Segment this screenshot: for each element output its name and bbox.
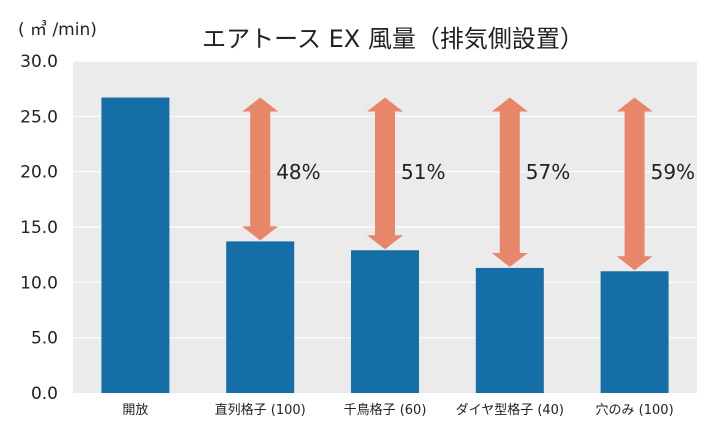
reduction-label: 48% [276,160,320,184]
x-tick-label: 直列格子 (100) [215,402,306,418]
bar [475,267,544,393]
x-tick-label: 千鳥格子 (60) [344,402,427,418]
x-tick-label: ダイヤ型格子 (40) [456,402,564,418]
reduction-label: 59% [651,160,695,184]
x-tick-label: 開放 [122,403,148,418]
y-tick-label: 15.0 [20,218,58,238]
bar [351,250,419,393]
double-arrow [242,97,279,241]
y-tick-label: 10.0 [20,273,58,293]
double-arrow [367,97,403,250]
y-tick-label: 5.0 [31,329,58,349]
double-arrow [616,97,653,271]
bar [226,241,295,393]
bar [101,97,170,394]
y-unit-label: ( ㎥ /min) [18,20,97,40]
x-tick-label: 穴のみ (100) [596,403,674,418]
y-tick-label: 20.0 [20,163,58,183]
y-tick-label: 25.0 [20,107,58,127]
y-tick-label: 0.0 [31,384,58,404]
bar [600,271,669,393]
double-arrow [491,97,528,267]
reduction-label: 51% [401,160,445,184]
chart-title: エアトース EX 風量（排気側設置） [202,25,584,53]
y-tick-label: 30.0 [20,52,58,72]
reduction-label: 57% [526,160,570,184]
